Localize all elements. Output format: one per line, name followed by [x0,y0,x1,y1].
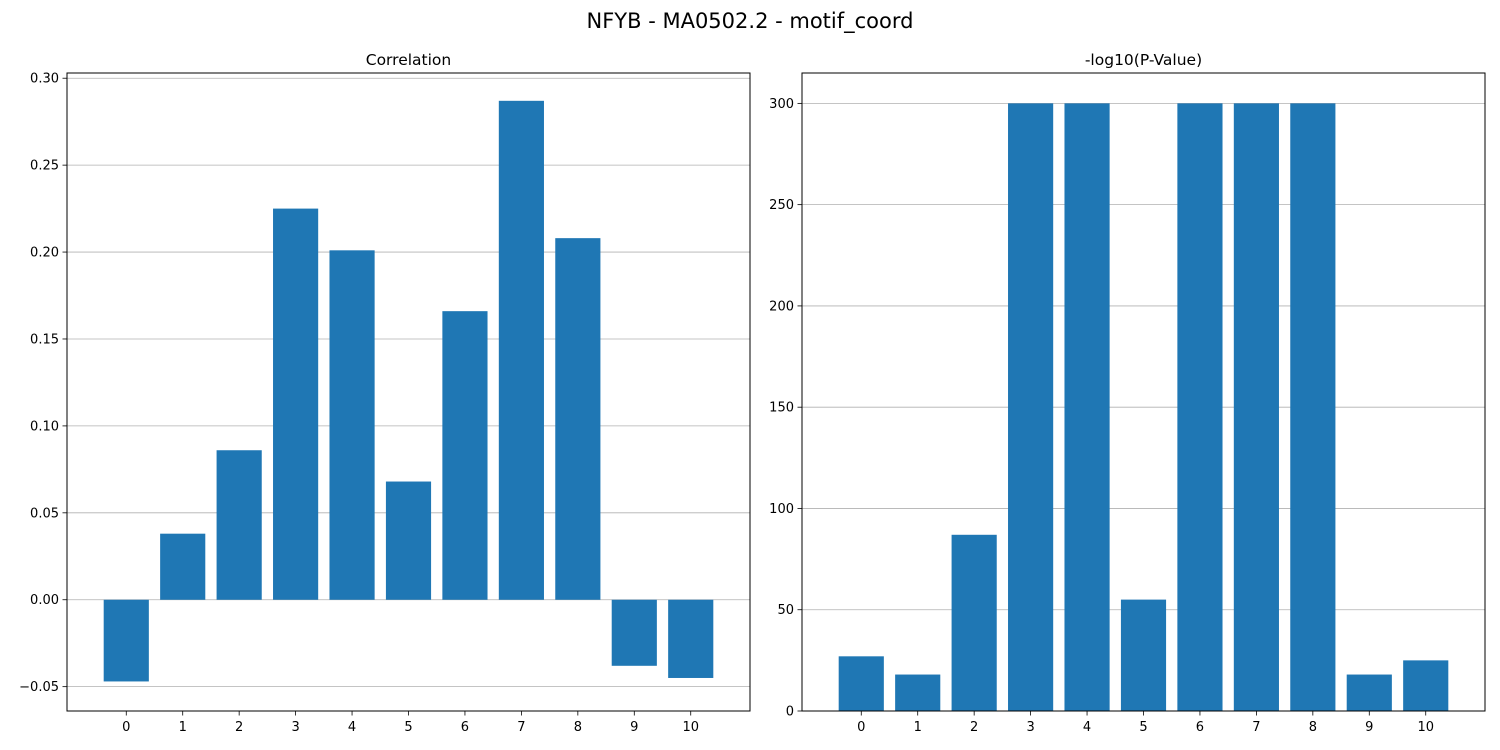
bar-7 [1233,103,1279,711]
bar-0 [103,599,149,682]
x-tick-label: 6 [461,720,469,735]
y-tick-label: 0.15 [30,332,59,347]
x-tick-label: 3 [291,720,299,735]
y-tick-label: 200 [769,299,794,314]
x-tick-label: 1 [179,720,187,735]
bar-6 [442,311,488,600]
chart-title: Correlation [366,51,451,69]
bar-3 [273,208,319,600]
y-tick-label: 0 [786,705,794,720]
x-tick-label: 8 [574,720,582,735]
x-tick-label: 6 [1196,720,1204,735]
figure-title: NFYB - MA0502.2 - motif_coord [586,9,914,33]
bar-4 [329,250,375,600]
x-tick-label: 7 [1252,720,1260,735]
y-tick-label: 0.05 [30,506,59,521]
x-tick-label: 9 [630,720,638,735]
x-tick-label: 3 [1026,720,1034,735]
x-tick-label: 0 [122,720,130,735]
y-tick-label: 150 [769,401,794,416]
bar-7 [498,100,544,600]
bar-2 [951,534,997,711]
bar-9 [611,599,657,666]
bar-0 [838,656,884,711]
bar-8 [555,238,601,600]
bar-3 [1008,103,1054,711]
x-tick-label: 0 [857,720,865,735]
x-tick-label: 5 [404,720,412,735]
bar-1 [160,533,206,600]
x-tick-label: 7 [517,720,525,735]
x-tick-label: 4 [348,720,356,735]
y-tick-label: 0.30 [30,72,59,87]
y-tick-label: 250 [769,198,794,213]
x-tick-label: 5 [1139,720,1147,735]
x-tick-label: 2 [235,720,243,735]
x-tick-label: 2 [970,720,978,735]
y-tick-label: 0.25 [30,159,59,174]
y-tick-label: 0.20 [30,246,59,261]
y-tick-label: 50 [777,603,794,618]
y-tick-label: 0.00 [30,593,59,608]
chart-panel-1: 0 50 100 150 200 250 300 0 1 2 3 4 5 6 7 8 9 10 -log10(P-V… [769,51,1486,735]
bar-5 [385,481,432,600]
bar-4 [1064,103,1110,711]
bar-2 [216,450,262,600]
bar-9 [1346,674,1392,711]
x-tick-label: 10 [1417,720,1434,735]
bar-6 [1177,103,1223,711]
y-tick-label: 100 [769,502,794,517]
y-tick-label: 300 [769,97,794,112]
bar-1 [895,674,941,711]
chart-panel-0: −0.05 0.00 0.05 0.10 0.15 0.20 0.25 0.30 0 1 2 3 4 5 6… [19,51,751,735]
chart-title: -log10(P-Value) [1085,51,1202,69]
bar-5 [1120,599,1167,711]
y-tick-label: −0.05 [19,680,59,695]
x-tick-label: 10 [682,720,699,735]
bar-10 [668,599,714,678]
bar-10 [1403,660,1449,711]
x-tick-label: 1 [914,720,922,735]
y-tick-label: 0.10 [30,419,59,434]
x-tick-label: 8 [1309,720,1317,735]
x-tick-label: 4 [1083,720,1091,735]
x-tick-label: 9 [1365,720,1373,735]
bar-8 [1290,103,1336,711]
